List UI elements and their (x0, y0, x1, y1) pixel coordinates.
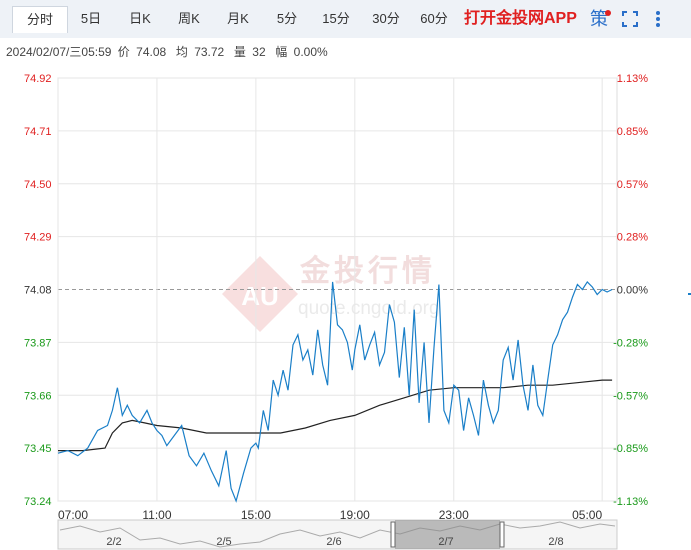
info-price-label: 价 (117, 45, 130, 59)
tab-daily-k[interactable]: 日K (129, 11, 151, 26)
navigator-mini-line (59, 521, 616, 548)
navigator-date-label: 2/7 (438, 536, 453, 548)
info-change: 0.00% (293, 45, 328, 59)
tab-monthly-k[interactable]: 月K (227, 11, 249, 26)
percent-tick-label: 0.00% (617, 285, 648, 297)
time-tick-label: 11:00 (142, 508, 171, 522)
percent-tick-label: -0.85% (613, 443, 648, 455)
time-tick-label: 05:00 (572, 508, 602, 522)
strategy-button[interactable]: 策 (590, 9, 608, 29)
tab-30min[interactable]: 30分 (372, 11, 400, 26)
price-tick-label: 73.66 (24, 390, 52, 402)
navigator-track (57, 519, 618, 550)
percent-axis: 1.13% 0.85% 0.57% 0.28% 0.00% -0.28% -0.57% -0.… (613, 73, 648, 508)
tab-5min[interactable]: 5分 (276, 11, 298, 26)
avg-price-line (58, 379, 613, 452)
more-vertical-icon[interactable] (648, 9, 668, 29)
navigator-date-label: 2/6 (326, 536, 341, 548)
info-change-label: 幅 (275, 45, 288, 59)
watermark-logo-text: AU (241, 281, 279, 311)
open-app-link[interactable]: 打开金投网APP (464, 10, 577, 27)
range-navigator[interactable]: 2/2 2/5 2/6 2/7 2/8 (57, 519, 618, 550)
price-tick-label: 73.24 (24, 496, 52, 508)
watermark-logo-icon (222, 256, 298, 332)
price-tick-label: 74.71 (24, 126, 52, 138)
navigator-date-label: 2/5 (216, 536, 231, 548)
tab-15min[interactable]: 15分 (322, 11, 350, 26)
price-tick-label: 74.29 (24, 232, 52, 244)
period-tabs: 分时 5日 日K 周K 月K 5分 15分 30分 60分 打开金投网APP 策 (0, 0, 691, 38)
watermark: AU 金投行情 quote.cngold.org (222, 254, 440, 332)
tab-60min[interactable]: 60分 (420, 11, 448, 26)
navigator-date-label: 2/8 (548, 536, 563, 548)
time-tick-label: 15:00 (241, 508, 271, 522)
tab-intraday[interactable]: 分时 (12, 6, 68, 33)
percent-tick-label: 0.57% (617, 179, 648, 191)
price-tick-label: 74.50 (24, 179, 52, 191)
tab-weekly-k[interactable]: 周K (178, 11, 200, 26)
tab-5day[interactable]: 5日 (80, 11, 102, 26)
time-axis: 07:00 11:00 15:00 19:00 23:00 05:00 (58, 508, 602, 522)
navigator-selection[interactable] (395, 520, 500, 549)
fullscreen-icon[interactable] (620, 9, 640, 29)
grid (57, 77, 618, 502)
percent-tick-label: -1.13% (613, 496, 648, 508)
quote-info: 2024/02/07/三05:59 价 74.08 均 73.72 量 32 幅… (6, 43, 331, 60)
info-avg: 73.72 (194, 45, 225, 59)
time-tick-label: 07:00 (58, 508, 88, 522)
percent-tick-label: 0.85% (617, 126, 648, 138)
watermark-name: 金投行情 (299, 254, 436, 288)
info-volume: 32 (252, 45, 266, 59)
percent-tick-label: 1.13% (617, 73, 648, 85)
percent-tick-label: -0.57% (613, 390, 648, 402)
info-avg-label: 均 (175, 45, 188, 59)
info-price: 74.08 (136, 45, 167, 59)
price-tick-label: 73.45 (24, 443, 52, 455)
time-tick-label: 23:00 (439, 508, 469, 522)
watermark-url: quote.cngold.org (298, 298, 440, 319)
notification-dot (605, 10, 611, 16)
intraday-chart: AU 金投行情 quote.cngold.org 74.92 74.71 74.50… (24, 73, 691, 550)
plot-border (57, 77, 618, 502)
info-volume-label: 量 (233, 45, 246, 59)
navigator-left-handle[interactable] (390, 521, 396, 548)
percent-tick-label: -0.28% (613, 337, 648, 349)
price-tick-label: 73.87 (24, 337, 52, 349)
price-tick-label: 74.92 (24, 73, 52, 85)
time-tick-label: 19:00 (340, 508, 370, 522)
price-line (57, 280, 613, 503)
info-datetime: 2024/02/07/三05:59 (6, 45, 112, 59)
navigator-date-label: 2/2 (106, 536, 121, 548)
price-tick-label: 74.08 (24, 285, 52, 297)
price-axis: 74.92 74.71 74.50 74.29 74.08 73.87 73.66 73.45… (24, 73, 52, 508)
navigator-right-handle[interactable] (499, 521, 505, 548)
percent-tick-label: 0.28% (617, 232, 648, 244)
